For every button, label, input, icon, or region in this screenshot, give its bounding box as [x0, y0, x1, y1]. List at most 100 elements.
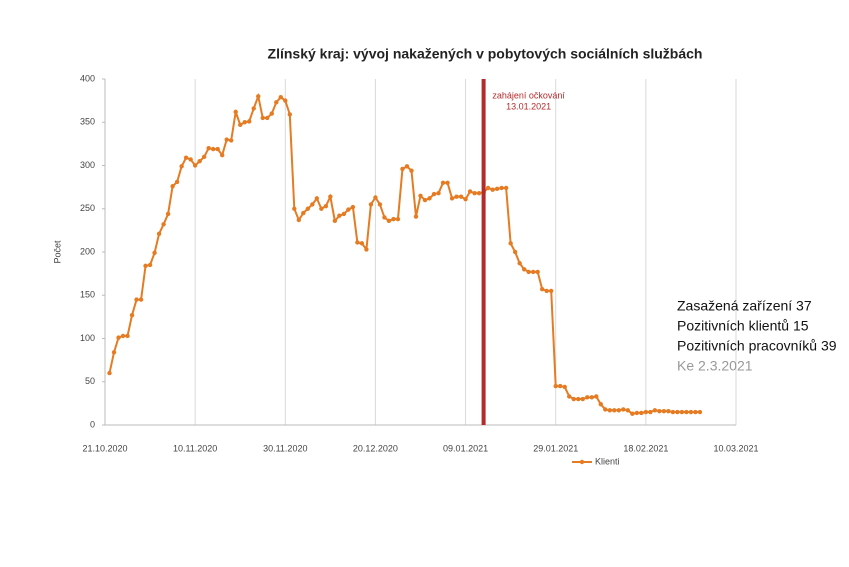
y-tick-label: 350: [80, 117, 95, 127]
marker: [535, 269, 540, 275]
marker: [621, 407, 626, 412]
marker: [183, 155, 189, 160]
marker: [197, 158, 202, 164]
marker: [233, 109, 238, 115]
marker: [503, 185, 509, 191]
marker: [192, 163, 198, 168]
y-tick-label: 250: [80, 203, 95, 213]
marker: [386, 218, 392, 224]
y-tick-label: 100: [80, 333, 95, 343]
y-tick-label: 150: [80, 290, 95, 300]
marker: [598, 402, 603, 407]
marker: [436, 190, 441, 196]
marker: [549, 288, 554, 294]
marker: [292, 206, 297, 211]
marker: [238, 122, 243, 128]
x-tick-label: 18.02.2021: [623, 443, 668, 453]
marker: [256, 94, 261, 99]
y-tick-label: 300: [80, 160, 95, 170]
marker: [657, 408, 662, 414]
y-tick-label: 200: [80, 246, 95, 256]
y-tick-label: 0: [90, 419, 95, 429]
y-axis-label: Počet: [52, 240, 62, 264]
marker: [328, 194, 333, 199]
marker: [278, 94, 283, 100]
marker: [323, 203, 329, 209]
marker: [274, 100, 279, 105]
marker: [625, 408, 631, 413]
marker: [648, 409, 653, 415]
marker: [526, 269, 531, 275]
marker: [210, 146, 216, 152]
x-tick-label: 21.10.2020: [82, 443, 127, 453]
marker: [652, 408, 658, 413]
marker: [661, 408, 667, 414]
marker: [400, 166, 405, 172]
marker: [224, 137, 229, 142]
marker: [458, 194, 464, 199]
marker: [562, 384, 567, 390]
marker: [125, 333, 130, 339]
marker: [679, 409, 685, 415]
marker: [188, 157, 193, 162]
line: [108, 92, 700, 415]
marker: [607, 408, 612, 413]
marker: [463, 197, 468, 202]
marker: [382, 215, 387, 220]
marker: [368, 202, 374, 207]
marker: [413, 214, 419, 219]
y-tick-label: 50: [85, 376, 95, 386]
marker: [341, 211, 347, 217]
marker: [639, 410, 644, 416]
marker: [111, 350, 117, 355]
marker: [359, 241, 365, 246]
marker: [305, 206, 311, 211]
marker: [688, 409, 694, 415]
marker: [612, 408, 617, 413]
legend-marker: [579, 459, 585, 465]
marker: [346, 207, 351, 212]
marker: [409, 168, 414, 173]
marker: [440, 180, 446, 185]
marker: [147, 262, 153, 268]
side-note: Pozitivních klientů 15: [677, 318, 809, 334]
marker: [219, 152, 225, 158]
x-tick-label: 10.11.2020: [173, 443, 217, 453]
x-tick-label: 30.11.2020: [263, 443, 307, 453]
annotation-text: zahájení očkování: [492, 90, 565, 100]
marker: [364, 247, 369, 252]
marker: [422, 197, 428, 203]
marker: [530, 269, 536, 275]
x-tick-label: 20.12.2020: [353, 443, 398, 453]
marker: [314, 196, 320, 201]
marker: [161, 222, 166, 227]
marker: [355, 240, 360, 245]
marker: [576, 396, 581, 402]
marker: [391, 216, 396, 222]
marker: [643, 409, 649, 415]
marker: [116, 335, 121, 340]
chart-title: Zlínský kraj: vývoj nakažených v pobytov…: [268, 46, 703, 62]
marker: [179, 164, 184, 169]
marker: [666, 408, 671, 414]
marker: [539, 286, 545, 292]
marker: [377, 202, 383, 207]
marker: [251, 106, 256, 111]
marker: [143, 263, 148, 269]
marker: [544, 288, 549, 294]
marker: [521, 267, 527, 272]
marker: [594, 394, 599, 399]
marker: [499, 185, 504, 191]
marker: [693, 409, 698, 415]
marker: [431, 191, 437, 197]
marker: [296, 217, 302, 223]
marker: [283, 98, 288, 103]
side-note: Pozitivních pracovníků 39: [677, 338, 837, 354]
marker: [567, 394, 572, 399]
marker: [454, 194, 459, 199]
marker: [152, 250, 157, 256]
marker: [332, 218, 338, 224]
marker: [129, 312, 135, 318]
marker: [215, 146, 220, 152]
marker: [418, 193, 423, 198]
